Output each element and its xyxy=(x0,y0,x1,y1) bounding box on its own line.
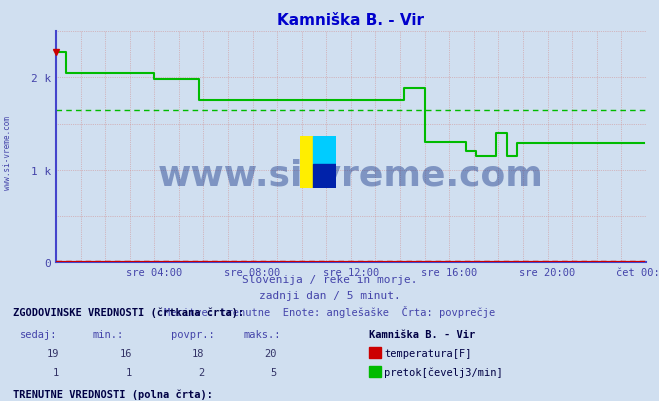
Text: 16: 16 xyxy=(119,348,132,358)
Text: pretok[čevelj3/min]: pretok[čevelj3/min] xyxy=(384,367,503,377)
Text: Meritve: trenutne  Enote: anglešaške  Črta: povprečje: Meritve: trenutne Enote: anglešaške Črta… xyxy=(164,305,495,317)
Bar xyxy=(318,136,336,188)
Text: ZGODOVINSKE VREDNOSTI (črtkana črta):: ZGODOVINSKE VREDNOSTI (črtkana črta): xyxy=(13,306,244,317)
Text: Kamniška B. - Vir: Kamniška B. - Vir xyxy=(369,329,475,339)
Text: 18: 18 xyxy=(192,348,204,358)
Text: sedaj:: sedaj: xyxy=(20,329,57,339)
Text: TRENUTNE VREDNOSTI (polna črta):: TRENUTNE VREDNOSTI (polna črta): xyxy=(13,389,213,399)
Text: maks.:: maks.: xyxy=(244,329,281,339)
Text: 2: 2 xyxy=(198,367,204,377)
Text: Slovenija / reke in morje.: Slovenija / reke in morje. xyxy=(242,275,417,285)
Text: povpr.:: povpr.: xyxy=(171,329,215,339)
Text: temperatura[F]: temperatura[F] xyxy=(384,348,472,358)
Text: min.:: min.: xyxy=(92,329,123,339)
Bar xyxy=(300,136,318,188)
Text: 19: 19 xyxy=(47,348,59,358)
Text: 1: 1 xyxy=(126,367,132,377)
Text: 5: 5 xyxy=(271,367,277,377)
Text: zadnji dan / 5 minut.: zadnji dan / 5 minut. xyxy=(258,291,401,301)
Title: Kamniška B. - Vir: Kamniška B. - Vir xyxy=(277,13,424,28)
Text: 20: 20 xyxy=(264,348,277,358)
Bar xyxy=(312,165,336,188)
Text: www.si-vreme.com: www.si-vreme.com xyxy=(158,158,544,192)
Text: 1: 1 xyxy=(53,367,59,377)
Text: www.si-vreme.com: www.si-vreme.com xyxy=(3,115,13,189)
Bar xyxy=(312,136,336,165)
